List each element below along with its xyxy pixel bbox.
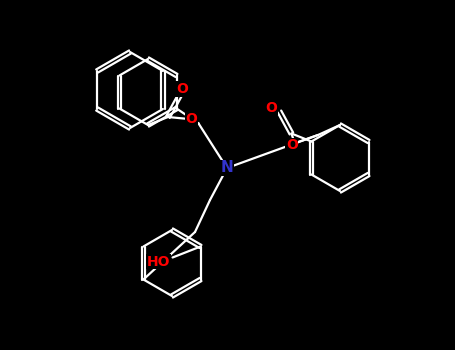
- Text: O: O: [176, 82, 188, 96]
- Text: N: N: [221, 161, 233, 175]
- Text: HO: HO: [147, 254, 170, 268]
- Text: O: O: [286, 138, 298, 152]
- Text: O: O: [265, 100, 278, 114]
- Text: O: O: [185, 112, 197, 126]
